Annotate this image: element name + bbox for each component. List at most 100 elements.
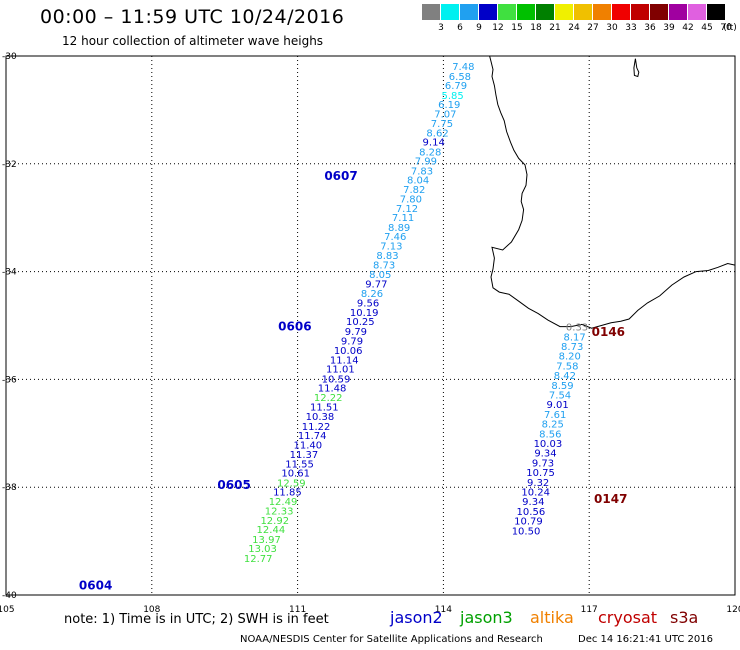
footer-timestamp: Dec 14 16:21:41 UTC 2016 [578, 634, 713, 645]
wave-height-value: 10.03 [534, 439, 563, 450]
wave-height-value: 9.79 [341, 337, 363, 348]
legend-value: 33 [625, 23, 637, 33]
wave-height-value: 7.12 [396, 204, 418, 215]
legend-swatch [688, 4, 706, 20]
wave-height-value: 7.54 [549, 390, 571, 401]
wave-height-value: 7.99 [415, 157, 437, 168]
wave-height-value: 8.25 [542, 420, 564, 431]
wave-height-value: 9.01 [546, 400, 568, 411]
legend-value: 30 [606, 23, 618, 33]
legend-value: 6 [457, 23, 463, 33]
wave-height-value: 8.42 [554, 371, 576, 382]
legend-swatch [612, 4, 630, 20]
legend-swatch [555, 4, 573, 20]
pass-number-label: 0606 [278, 320, 311, 334]
wave-height-value: 8.89 [388, 223, 410, 234]
pass-labels: 0607 0606 0605 0604 0146 0147 [79, 169, 628, 592]
wave-height-value: 10.38 [306, 412, 335, 423]
lat-tick-label: -38 [2, 483, 17, 493]
wave-height-value: 9.32 [527, 478, 549, 489]
wave-height-value: 7.11 [392, 213, 414, 224]
wave-height-value: 7.83 [411, 166, 433, 177]
legend-swatch [460, 4, 478, 20]
wave-height-value: 11.48 [318, 383, 347, 394]
wave-height-value: 12.59 [277, 478, 306, 489]
legend-value: 3 [438, 23, 444, 33]
legend-value: 9 [476, 23, 482, 33]
wave-height-value: 10.24 [521, 488, 550, 499]
wave-height-value: 10.50 [512, 526, 541, 537]
wave-height-value: 7.82 [403, 185, 425, 196]
legend-value: 18 [530, 23, 542, 33]
wave-height-value: 11.40 [293, 441, 322, 452]
map-subtitle: 12 hour collection of altimeter wave hei… [62, 34, 324, 48]
lon-tick-label: 120 [726, 605, 740, 615]
legend-value: 24 [568, 23, 580, 33]
lat-tick-label: -36 [2, 375, 17, 385]
wave-height-value: 7.58 [556, 361, 578, 372]
wave-height-value: 9.34 [534, 449, 556, 460]
wave-height-value: 10.06 [334, 346, 363, 357]
wave-height-value: 7.13 [380, 242, 402, 253]
satellite-label-s3a: s3a [670, 608, 699, 627]
lat-tick-label: -34 [2, 268, 17, 278]
lon-tick-label: 111 [289, 605, 306, 615]
lon-tick-label: 108 [143, 605, 160, 615]
legend-swatch [422, 4, 440, 20]
wave-height-value: 8.04 [407, 175, 429, 186]
wave-height-value: 13.97 [252, 535, 281, 546]
legend-swatch [650, 4, 668, 20]
legend-swatch [669, 4, 687, 20]
legend-value: 39 [663, 23, 675, 33]
satellite-label-altika: altika [530, 608, 574, 627]
legend-unit: (ft) [723, 23, 737, 33]
pass-number-label: 0607 [324, 169, 357, 183]
wave-height-value: 8.83 [376, 251, 398, 262]
legend-swatch [517, 4, 535, 20]
wave-height-value: 9.73 [532, 458, 554, 469]
satellite-label-jason3: jason3 [460, 608, 513, 627]
legend-swatch [593, 4, 611, 20]
legend-swatch [441, 4, 459, 20]
wave-height-value: 10.75 [526, 468, 555, 479]
wave-height-value: 8.56 [539, 429, 561, 440]
map-title: 00:00 – 11:59 UTC 10/24/2016 [40, 6, 345, 28]
legend-value: 70 [720, 23, 732, 33]
wave-height-value: 8.73 [561, 342, 583, 353]
pass-number-label: 0604 [79, 578, 112, 592]
wave-height-value: 11.37 [290, 450, 319, 461]
lon-tick-label: 114 [435, 605, 452, 615]
lat-lon-grid [6, 56, 735, 595]
wave-height-value: 10.61 [281, 469, 310, 480]
wave-height-value: 12.33 [265, 506, 294, 517]
wave-height-value: 8.05 [369, 270, 391, 281]
legend-swatch [498, 4, 516, 20]
wave-height-value: 9.79 [345, 327, 367, 338]
pass-number-label: 0146 [592, 325, 625, 339]
wave-height-value: 11.01 [326, 365, 355, 376]
wave-height-values: 7.486.586.795.856.197.077.758.629.148.28… [244, 62, 588, 565]
island-outline [633, 58, 640, 78]
satellite-label-cryosat: cryosat [598, 608, 658, 627]
wave-height-value: 8.73 [373, 261, 395, 272]
legend-value: 45 [701, 23, 713, 33]
wave-height-value: 11.74 [298, 431, 327, 442]
legend-value: 12 [492, 23, 504, 33]
pass-number-label: 0147 [594, 492, 627, 506]
footer-credit: NOAA/NESDIS Center for Satellite Applica… [240, 634, 543, 645]
wave-height-value: 8.62 [426, 129, 448, 140]
wave-height-value: 11.51 [310, 402, 339, 413]
wave-height-value: 7.75 [431, 119, 453, 130]
wave-height-value: 8.28 [419, 147, 441, 158]
wave-height-value: 13.03 [248, 544, 277, 555]
wave-height-value: 11.85 [273, 488, 302, 499]
wave-height-value: 12.77 [244, 554, 273, 565]
lat-tick-label: -32 [2, 160, 17, 170]
satellite-label-jason2: jason2 [390, 608, 443, 627]
map-frame [5, 55, 736, 596]
lon-tick-label: 105 [0, 605, 15, 615]
wave-height-value: 6.19 [438, 100, 460, 111]
legend-swatch [631, 4, 649, 20]
wave-height-value: 10.79 [514, 517, 543, 528]
wave-height-value: 7.46 [384, 232, 406, 243]
